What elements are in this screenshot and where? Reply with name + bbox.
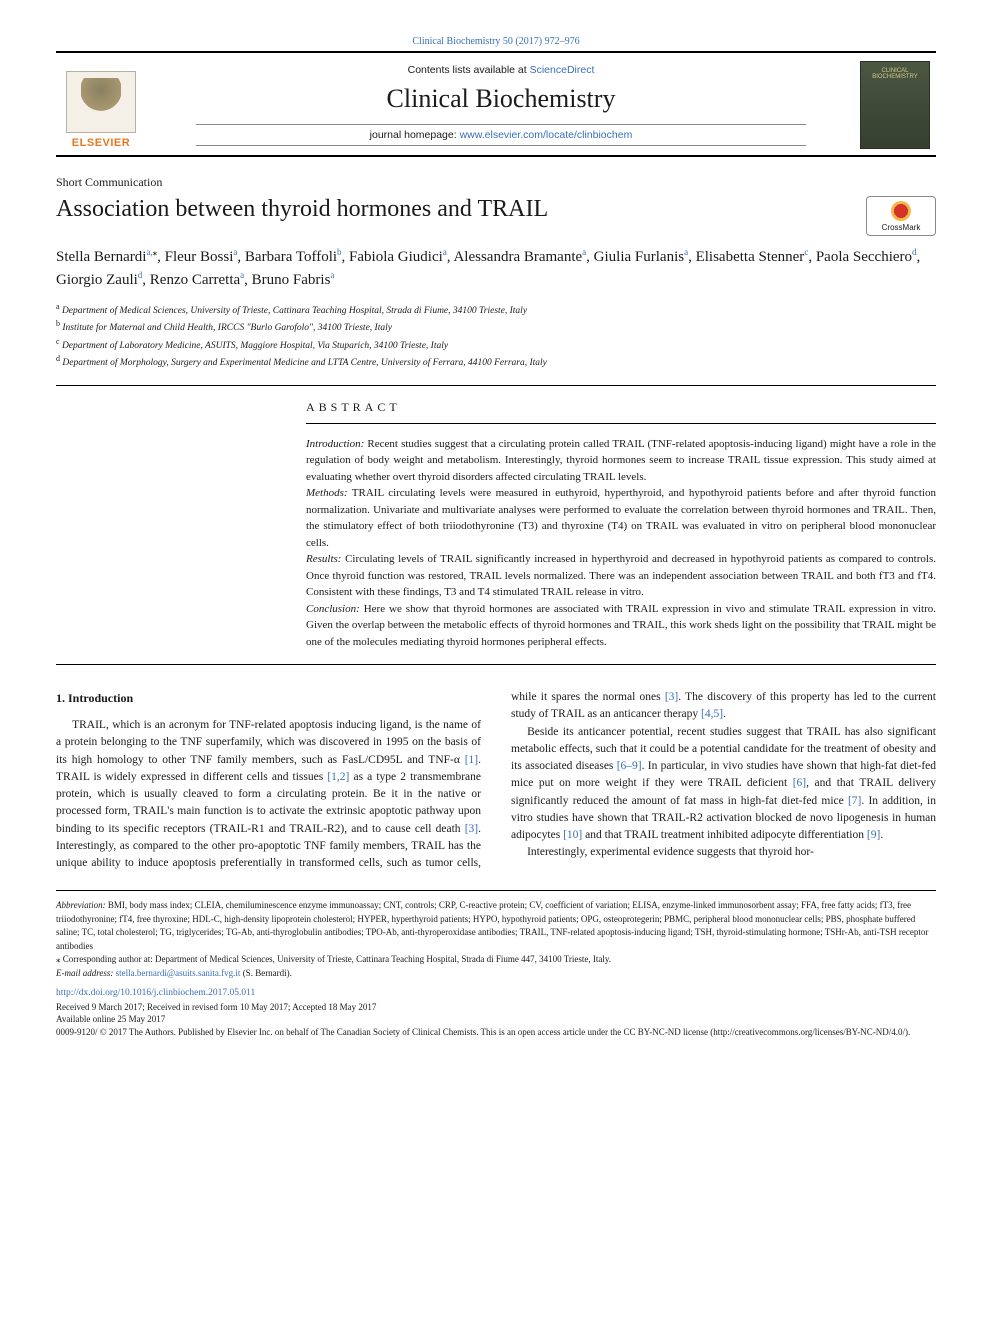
author: Barbara Toffolib bbox=[245, 249, 342, 265]
author: Giorgio Zaulid bbox=[56, 272, 142, 288]
author: Fabiola Giudicia bbox=[349, 249, 447, 265]
citation-link[interactable]: [3] bbox=[465, 823, 478, 835]
crossmark-label: CrossMark bbox=[882, 223, 921, 232]
abstract-heading: ABSTRACT bbox=[306, 400, 936, 424]
publisher-logo: ELSEVIER bbox=[56, 53, 156, 155]
email-link[interactable]: stella.bernardi@asuits.sanita.fvg.it bbox=[116, 968, 241, 978]
affiliation: c Department of Laboratory Medicine, ASU… bbox=[56, 336, 936, 353]
affiliation: d Department of Morphology, Surgery and … bbox=[56, 353, 936, 370]
citation-link[interactable]: [9] bbox=[867, 829, 880, 841]
email-suffix: (S. Bernardi). bbox=[240, 968, 292, 978]
citation-link[interactable]: [10] bbox=[563, 829, 582, 841]
body-paragraph: Beside its anticancer potential, recent … bbox=[511, 724, 936, 845]
author: Alessandra Bramantea bbox=[453, 249, 586, 265]
affiliation: a Department of Medical Sciences, Univer… bbox=[56, 301, 936, 318]
author: Fleur Bossia bbox=[165, 249, 238, 265]
section-heading: 1. Introduction bbox=[56, 689, 481, 707]
email-label: E-mail address: bbox=[56, 968, 116, 978]
elsevier-tree-icon bbox=[66, 71, 136, 133]
banner-center: Contents lists available at ScienceDirec… bbox=[156, 53, 846, 155]
body-text-run: . bbox=[723, 708, 726, 720]
authors-list: Stella Bernardia,⁎, Fleur Bossia, Barbar… bbox=[56, 246, 936, 291]
article-history: Received 9 March 2017; Received in revis… bbox=[56, 1001, 936, 1014]
top-citation-link[interactable]: Clinical Biochemistry 50 (2017) 972–976 bbox=[412, 36, 579, 47]
article-type: Short Communication bbox=[56, 175, 936, 190]
body-text-run: TRAIL, which is an acronym for TNF-relat… bbox=[56, 719, 481, 766]
citation-link[interactable]: [7] bbox=[848, 795, 861, 807]
article-available: Available online 25 May 2017 bbox=[56, 1013, 936, 1026]
top-citation: Clinical Biochemistry 50 (2017) 972–976 bbox=[56, 36, 936, 47]
body-text: 1. Introduction TRAIL, which is an acron… bbox=[56, 689, 936, 872]
footnotes: Abbreviation: BMI, body mass index; CLEI… bbox=[56, 890, 936, 1038]
citation-link[interactable]: [6] bbox=[793, 777, 806, 789]
author: Renzo Carrettaa bbox=[150, 272, 244, 288]
crossmark-icon bbox=[891, 201, 911, 221]
abbrev-label: Abbreviation: bbox=[56, 900, 106, 910]
citation-link[interactable]: [6–9] bbox=[617, 760, 642, 772]
abstract-segment: Conclusion: Here we show that thyroid ho… bbox=[306, 601, 936, 651]
doi-link[interactable]: http://dx.doi.org/10.1016/j.clinbiochem.… bbox=[56, 986, 936, 1000]
author: Elisabetta Stennerc bbox=[696, 249, 809, 265]
contents-line: Contents lists available at ScienceDirec… bbox=[156, 64, 846, 76]
affiliations: a Department of Medical Sciences, Univer… bbox=[56, 301, 936, 371]
affiliation: b Institute for Maternal and Child Healt… bbox=[56, 318, 936, 335]
copyright: 0009-9120/ © 2017 The Authors. Published… bbox=[56, 1026, 936, 1039]
abbreviations: Abbreviation: BMI, body mass index; CLEI… bbox=[56, 899, 936, 953]
homepage-line: journal homepage: www.elsevier.com/locat… bbox=[196, 124, 806, 146]
journal-name: Clinical Biochemistry bbox=[156, 84, 846, 114]
homepage-prefix: journal homepage: bbox=[370, 129, 460, 141]
journal-banner: ELSEVIER Contents lists available at Sci… bbox=[56, 51, 936, 157]
body-text-run: . bbox=[880, 829, 883, 841]
citation-link[interactable]: [1] bbox=[465, 754, 478, 766]
abstract-block: ABSTRACT Introduction: Recent studies su… bbox=[56, 385, 936, 666]
sciencedirect-link[interactable]: ScienceDirect bbox=[530, 64, 595, 76]
journal-cover: CLINICAL BIOCHEMISTRY bbox=[846, 53, 936, 155]
citation-link[interactable]: [1,2] bbox=[327, 771, 349, 783]
contents-prefix: Contents lists available at bbox=[408, 64, 530, 76]
abstract-segment: Results: Circulating levels of TRAIL sig… bbox=[306, 551, 936, 601]
abbrev-text: BMI, body mass index; CLEIA, chemilumine… bbox=[56, 900, 928, 951]
abstract-segment: Methods: TRAIL circulating levels were m… bbox=[306, 485, 936, 551]
author: Stella Bernardia,⁎ bbox=[56, 249, 157, 265]
journal-cover-image: CLINICAL BIOCHEMISTRY bbox=[860, 61, 930, 149]
elsevier-label: ELSEVIER bbox=[72, 137, 130, 149]
abstract-text: Introduction: Recent studies suggest tha… bbox=[306, 436, 936, 651]
citation-link[interactable]: [4,5] bbox=[701, 708, 723, 720]
email-line: E-mail address: stella.bernardi@asuits.s… bbox=[56, 967, 936, 981]
author: Bruno Fabrisa bbox=[252, 272, 335, 288]
abstract-segment: Introduction: Recent studies suggest tha… bbox=[306, 436, 936, 486]
author: Giulia Furlanisa bbox=[594, 249, 688, 265]
crossmark-badge[interactable]: CrossMark bbox=[866, 196, 936, 236]
citation-link[interactable]: [3] bbox=[665, 691, 678, 703]
body-text-run: and that TRAIL treatment inhibited adipo… bbox=[582, 829, 867, 841]
article-title: Association between thyroid hormones and… bbox=[56, 196, 846, 223]
homepage-link[interactable]: www.elsevier.com/locate/clinbiochem bbox=[460, 129, 633, 141]
author: Paola Secchierod bbox=[816, 249, 917, 265]
corresponding-author: ⁎ Corresponding author at: Department of… bbox=[56, 953, 936, 967]
body-paragraph: Interestingly, experimental evidence sug… bbox=[511, 844, 936, 861]
